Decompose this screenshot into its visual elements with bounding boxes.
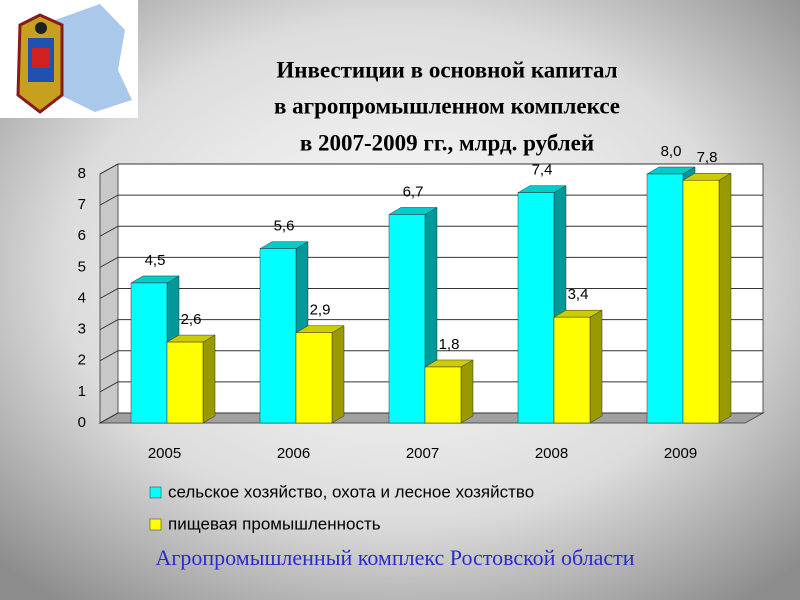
chart-title: в агропромышленном комплексе xyxy=(274,93,620,118)
value-label: 4,5 xyxy=(145,252,166,269)
bar xyxy=(424,366,462,424)
value-label: 7,8 xyxy=(697,149,718,166)
value-label: 1,8 xyxy=(439,336,460,353)
legend-label: пищевая промышленность xyxy=(168,514,381,533)
value-label: 2,9 xyxy=(310,302,331,319)
bar-side xyxy=(202,334,216,424)
y-tick-label: 6 xyxy=(78,227,86,244)
chart-title: в 2007-2009 гг., млрд. рублей xyxy=(300,130,594,155)
bar xyxy=(682,179,720,424)
bar xyxy=(130,282,168,424)
x-tick-label: 2007 xyxy=(406,445,439,462)
x-tick-label: 2008 xyxy=(535,445,568,462)
bar-side xyxy=(460,359,474,424)
bar xyxy=(166,341,204,424)
bar-side xyxy=(718,172,732,424)
grid-line xyxy=(99,163,763,175)
bar xyxy=(517,192,555,424)
y-tick-label: 3 xyxy=(78,321,86,338)
legend-swatch xyxy=(149,486,162,499)
value-label: 7,4 xyxy=(532,162,553,179)
bar xyxy=(295,332,333,424)
value-label: 3,4 xyxy=(568,286,589,303)
y-tick-label: 1 xyxy=(78,383,86,400)
y-tick-label: 2 xyxy=(78,352,86,369)
value-label: 6,7 xyxy=(403,183,424,200)
bar-side xyxy=(331,325,345,424)
x-tick-label: 2009 xyxy=(664,445,697,462)
bar xyxy=(646,173,684,424)
y-tick-label: 8 xyxy=(78,165,86,182)
value-label: 8,0 xyxy=(661,143,682,160)
y-tick-label: 4 xyxy=(78,289,86,306)
footer: Агропромышленный комплекс Ростовской обл… xyxy=(156,545,635,570)
x-tick-label: 2005 xyxy=(148,445,181,462)
bar xyxy=(553,316,591,424)
y-tick-label: 0 xyxy=(78,414,86,431)
chart-title: Инвестиции в основной капитал xyxy=(276,57,617,82)
bar-side xyxy=(589,309,603,424)
value-label: 2,6 xyxy=(181,311,202,328)
bar xyxy=(259,248,297,424)
y-tick-label: 5 xyxy=(78,258,86,275)
logo xyxy=(0,0,138,118)
legend-label: сельское хозяйство, охота и лесное хозяй… xyxy=(168,482,534,501)
bar xyxy=(388,214,426,424)
value-label: 5,6 xyxy=(274,218,295,235)
y-tick-label: 7 xyxy=(78,196,86,213)
x-tick-label: 2006 xyxy=(277,445,310,462)
legend-swatch xyxy=(149,518,162,531)
